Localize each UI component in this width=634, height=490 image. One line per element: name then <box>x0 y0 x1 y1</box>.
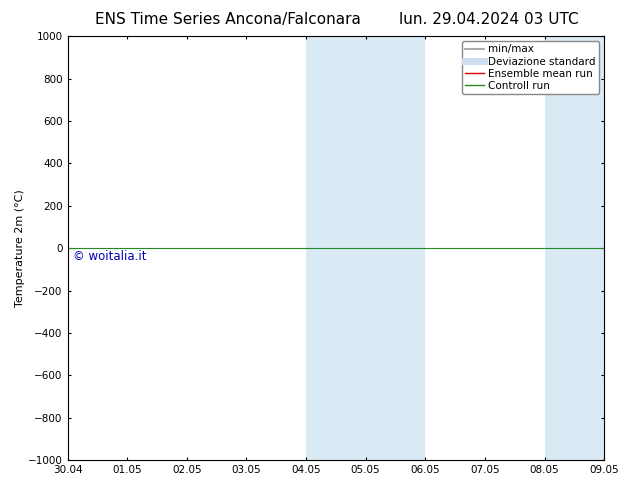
Bar <box>306 36 366 460</box>
Bar <box>366 36 425 460</box>
Legend: min/max, Deviazione standard, Ensemble mean run, Controll run: min/max, Deviazione standard, Ensemble m… <box>462 41 599 94</box>
Y-axis label: Temperature 2m (°C): Temperature 2m (°C) <box>15 189 25 307</box>
Bar <box>545 36 604 460</box>
Text: © woitalia.it: © woitalia.it <box>73 250 146 263</box>
Text: lun. 29.04.2024 03 UTC: lun. 29.04.2024 03 UTC <box>399 12 579 27</box>
Text: ENS Time Series Ancona/Falconara: ENS Time Series Ancona/Falconara <box>95 12 361 27</box>
